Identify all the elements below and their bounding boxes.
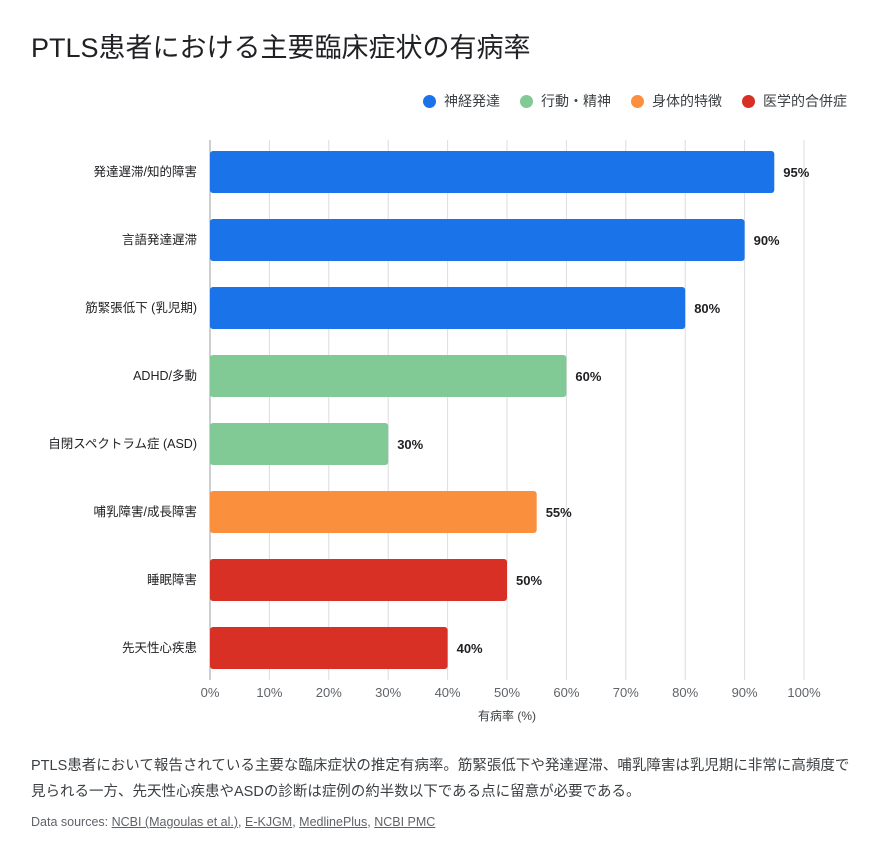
x-tick-label: 20% [316, 685, 342, 700]
category-label: ADHD/多動 [133, 369, 197, 383]
bar [210, 627, 448, 669]
x-tick-label: 60% [553, 685, 579, 700]
legend-label: 身体的特徴 [652, 93, 722, 109]
sources-prefix: Data sources: [31, 815, 112, 829]
legend-label: 医学的合併症 [763, 93, 847, 109]
legend-item: 身体的特徴 [631, 91, 722, 111]
data-label: 90% [754, 233, 780, 248]
legend-item: 神経発達 [423, 91, 500, 111]
bar [210, 355, 567, 397]
bar [210, 287, 686, 329]
category-label: 先天性心疾患 [122, 640, 197, 655]
x-tick-label: 80% [672, 685, 698, 700]
legend: 神経発達 行動・精神 身体的特徴 医学的合併症 [423, 91, 847, 111]
chart-title: PTLS患者における主要臨床症状の有病率 [31, 33, 531, 63]
legend-dot-icon [742, 94, 755, 108]
data-label: 50% [516, 573, 542, 588]
category-label: 睡眠障害 [147, 572, 197, 587]
data-label: 30% [397, 437, 423, 452]
bar-chart: 0% 10% 20% 30% 40% 50% 60% 70% 80% 90% 100% 有病率 (%)… [48, 140, 821, 723]
source-link[interactable]: E-KJGM [244, 815, 293, 829]
data-sources: Data sources: NCBI (Magoulas et al.), E-… [31, 815, 436, 829]
data-label: 60% [575, 369, 601, 384]
data-label: 80% [694, 301, 720, 316]
x-tick-label: 30% [375, 685, 401, 700]
x-tick-label: 100% [787, 685, 821, 700]
x-axis-title: 有病率 (%) [478, 708, 536, 723]
legend-label: 行動・精神 [541, 93, 611, 109]
source-link[interactable]: MedlinePlus [299, 815, 368, 829]
bar [210, 151, 775, 193]
data-label: 95% [783, 165, 809, 180]
source-link[interactable]: NCBI (Magoulas et al.) [111, 815, 239, 829]
legend-label: 神経発達 [444, 93, 500, 109]
bar [210, 423, 389, 465]
bar [210, 219, 745, 261]
data-label: 55% [546, 505, 572, 520]
legend-item: 医学的合併症 [742, 91, 847, 111]
category-label: 発達遅滞/知的障害 [94, 164, 197, 179]
source-link[interactable]: NCBI PMC [374, 815, 436, 829]
x-tick-label: 0% [201, 685, 220, 700]
legend-item: 行動・精神 [520, 91, 611, 111]
bar [210, 559, 507, 601]
x-tick-label: 90% [732, 685, 758, 700]
x-tick-label: 70% [613, 685, 639, 700]
category-label: 自閉スペクトラム症 (ASD) [48, 436, 197, 451]
x-tick-label: 10% [256, 685, 282, 700]
legend-dot-icon [423, 94, 436, 108]
x-tick-label: 50% [494, 685, 520, 700]
category-label: 筋緊張低下 (乳児期) [85, 300, 197, 315]
category-label: 哺乳障害/成長障害 [94, 504, 197, 519]
x-tick-label: 40% [435, 685, 461, 700]
legend-dot-icon [520, 94, 533, 108]
category-label: 言語発達遅滞 [122, 232, 197, 247]
legend-dot-icon [631, 94, 644, 108]
bar [210, 491, 537, 533]
chart-description: PTLS患者において報告されている主要な臨床症状の推定有病率。筋緊張低下や発達遅… [31, 758, 850, 800]
data-label: 40% [457, 641, 483, 656]
